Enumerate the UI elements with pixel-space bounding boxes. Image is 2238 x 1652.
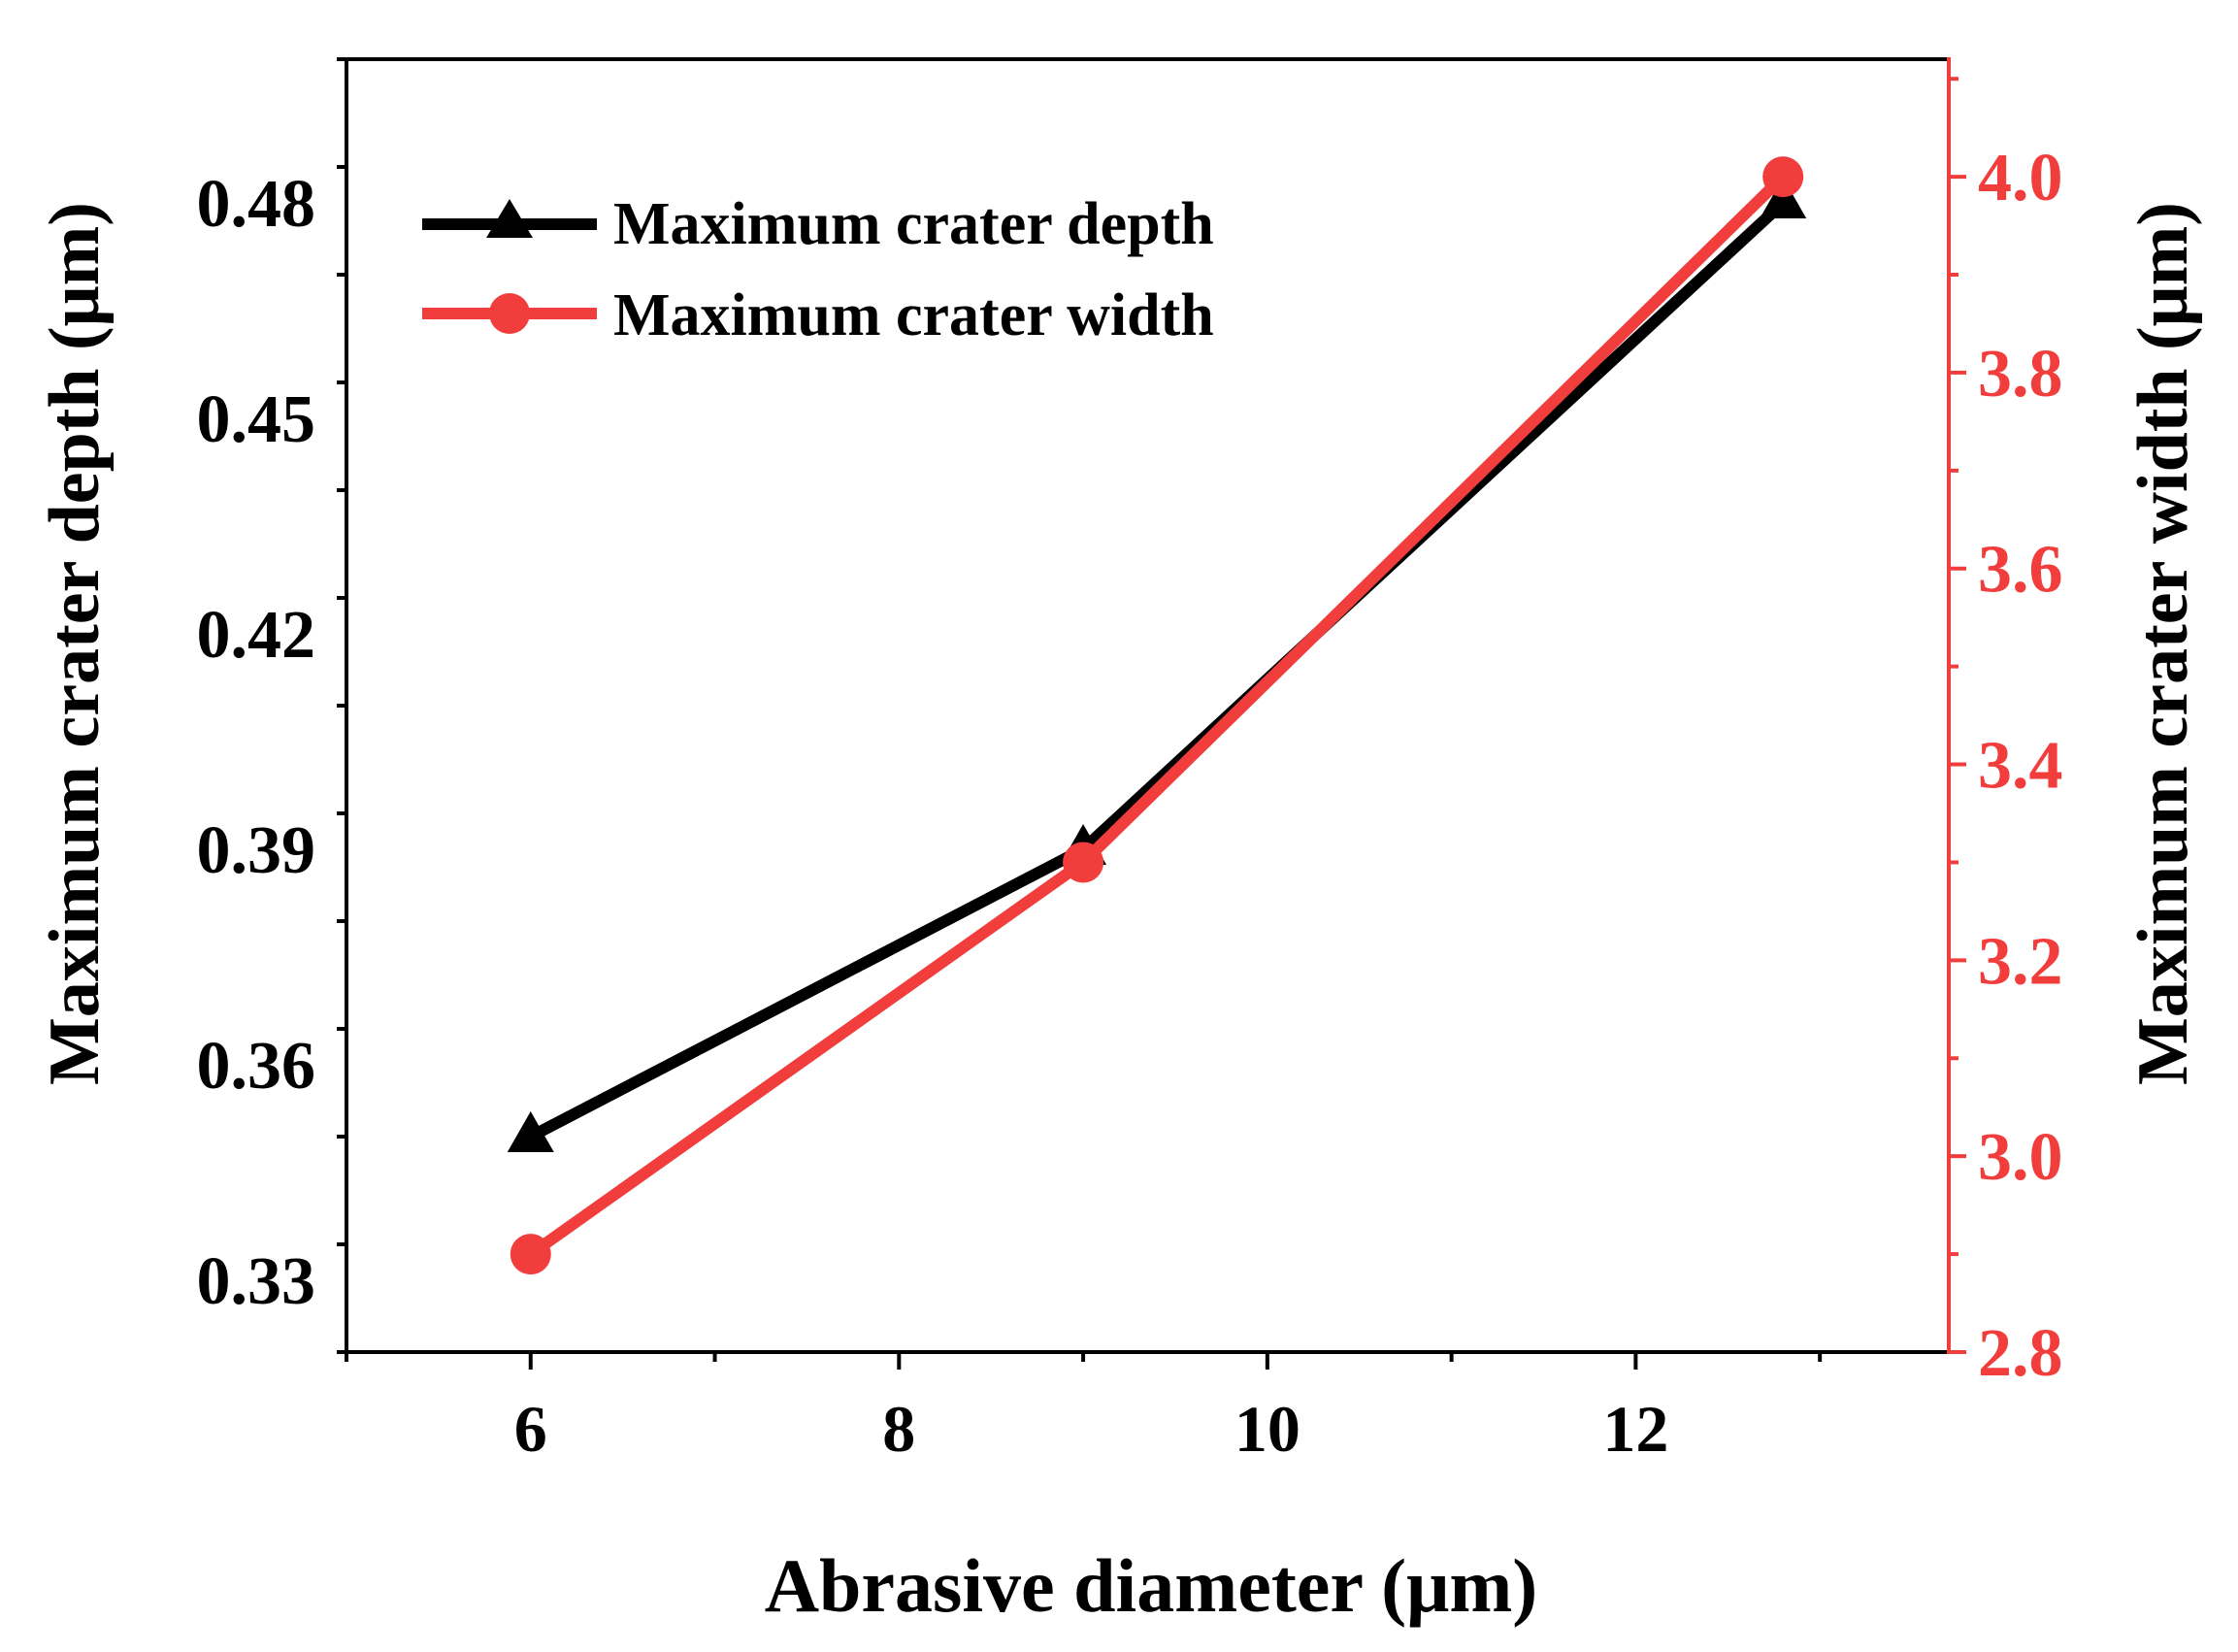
y-tick-label: 0.33 [197, 1244, 316, 1319]
legend-width-circle-marker [489, 293, 530, 334]
width-point [510, 1234, 551, 1275]
y-tick-label: 0.48 [197, 167, 316, 242]
x-axis-title: Abrasive diameter (μm) [765, 1543, 1538, 1628]
legend-depth-label: Maximum crater depth [613, 191, 1214, 257]
legend-depth-triangle-marker [486, 199, 533, 238]
y2-tick-label: 3.0 [1978, 1120, 2063, 1195]
y2-axis-title: Maximum crater width (μm) [2123, 202, 2203, 1085]
y-tick-label: 0.45 [197, 382, 316, 457]
y-tick-label: 0.42 [197, 598, 316, 673]
depth-point [507, 1111, 554, 1152]
tick-labels: 6 8 10 12 0.33 0.36 0.39 0.42 0.45 0.48 2.8 3.0 3.2 3… [197, 141, 2063, 1466]
y-tick-label: 0.39 [197, 813, 316, 888]
series-layer [507, 156, 1807, 1275]
legend: Maximum crater depth Maximum crater widt… [422, 191, 1214, 348]
y-tick-label: 0.36 [197, 1029, 316, 1104]
legend-width-label: Maximum crater width [613, 282, 1214, 348]
x-tick-label: 12 [1602, 1392, 1668, 1466]
x-tick-label: 10 [1234, 1392, 1300, 1466]
major-ticks [528, 175, 1966, 1370]
y2-tick-label: 4.0 [1978, 141, 2063, 215]
width-point [1063, 842, 1104, 883]
y2-tick-label: 2.8 [1978, 1316, 2063, 1391]
depth-point [1760, 178, 1807, 218]
width-point [1762, 156, 1804, 198]
y2-tick-label: 3.4 [1978, 729, 2063, 804]
y-axis-title: Maximum crater depth (μm) [35, 202, 115, 1085]
x-tick-label: 8 [882, 1392, 915, 1466]
y2-tick-label: 3.8 [1978, 337, 2063, 412]
x-tick-label: 6 [514, 1392, 547, 1466]
y2-tick-label: 3.6 [1978, 533, 2063, 608]
y2-tick-label: 3.2 [1978, 924, 2063, 999]
